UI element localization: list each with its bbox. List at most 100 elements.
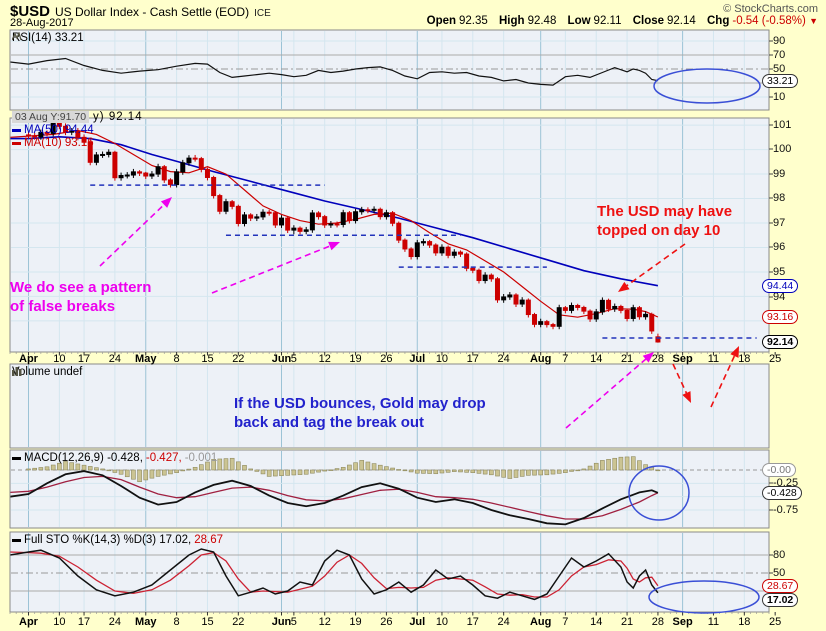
red-dashed-arrow xyxy=(672,363,689,398)
sto-panel-border xyxy=(9,531,770,613)
date-tick-top-aug: Aug xyxy=(529,352,552,365)
header-title-row: $USD US Dollar Index - Cash Settle (EOD) I… xyxy=(10,3,271,21)
date-tick-bottom-26: 26 xyxy=(380,616,393,628)
candle-down xyxy=(636,307,642,318)
macd-line xyxy=(9,470,659,526)
candle-down xyxy=(75,130,81,138)
candle-up xyxy=(291,227,297,231)
candle-down xyxy=(316,212,322,218)
date-tick-top-10: 10 xyxy=(435,352,449,365)
date-tick-bottom-sep: Sep xyxy=(672,616,693,628)
date-tick-bottom-10: 10 xyxy=(53,616,66,628)
candle-up xyxy=(309,212,315,231)
candle-up xyxy=(507,294,513,298)
rsi-indicator-icon xyxy=(12,32,22,41)
open-label: Open xyxy=(426,15,457,27)
candle-up xyxy=(130,171,136,176)
candle-down xyxy=(476,269,482,282)
axis-bubble-28.67: 28.67 xyxy=(762,579,799,593)
axis-label-90: 90 xyxy=(773,35,786,47)
symbol: $USD xyxy=(10,3,51,20)
candle-up xyxy=(186,157,192,164)
date-tick-top-5: 5 xyxy=(290,352,297,365)
candle-up xyxy=(260,211,266,218)
date-tick-bottom-17: 17 xyxy=(466,616,479,628)
candle-down xyxy=(81,136,87,143)
candle-down xyxy=(433,244,439,254)
date-tick-top-22: 22 xyxy=(232,352,245,365)
ma50-legend: MA(50) 94.44 xyxy=(12,124,94,136)
candle-up xyxy=(599,299,605,313)
volume-indicator-icon xyxy=(12,367,22,376)
axis-label--0.75: -0.75 xyxy=(773,504,799,516)
candle-down xyxy=(285,217,291,231)
candle-down xyxy=(204,168,210,178)
open-value: 92.35 xyxy=(459,15,488,27)
candle-down xyxy=(198,158,204,170)
macd-label: MACD(12,26,9) -0.428, xyxy=(24,452,143,464)
date-tick-top-10: 10 xyxy=(53,352,66,365)
drawn-annotations-layer xyxy=(99,68,761,614)
candle-down xyxy=(32,135,38,138)
candle-up xyxy=(93,154,99,163)
candle-up xyxy=(612,305,618,310)
candle-down xyxy=(655,336,661,343)
candle-up xyxy=(38,131,44,138)
candle-down xyxy=(532,314,538,325)
chart-date: 28-Aug-2017 xyxy=(10,17,74,29)
low-value: 92.11 xyxy=(593,15,622,27)
candle-down xyxy=(390,212,396,224)
axis-bubble--0.00: -0.00 xyxy=(762,463,796,477)
candle-down xyxy=(137,171,143,174)
axis-bubble-93.16: 93.16 xyxy=(762,310,799,324)
candle-down xyxy=(63,125,69,133)
volume-label: Volume undef xyxy=(12,366,83,378)
candle-down xyxy=(513,294,519,305)
candle-down xyxy=(192,157,198,160)
candle-down xyxy=(167,179,173,186)
date-tick-bottom-11: 11 xyxy=(707,616,720,628)
ma10-line xyxy=(9,129,659,318)
candle-up xyxy=(451,251,457,256)
magenta-dashed-arrow xyxy=(99,200,168,267)
macd-signal-value: -0.427, xyxy=(145,452,182,464)
date-tick-bottom-24: 24 xyxy=(497,616,510,628)
annotation-usd-topped: The USD may have topped on day 10 xyxy=(597,203,733,239)
candle-down xyxy=(297,227,303,232)
date-tick-top-may: May xyxy=(135,352,157,365)
axis-label-100: 100 xyxy=(773,143,792,155)
magenta-arrowhead xyxy=(642,352,654,363)
annotation-false-breaks: We do see a pattern of false breaks xyxy=(10,279,152,315)
candle-down xyxy=(464,253,470,269)
ma10-label: MA(10) 93.16 xyxy=(24,137,94,149)
date-tick-bottom-15: 15 xyxy=(201,616,214,628)
date-tick-bottom-apr: Apr xyxy=(19,616,38,628)
candle-up xyxy=(353,211,359,222)
axis-label-95: 95 xyxy=(773,266,786,278)
magenta-dashed-arrow xyxy=(565,355,650,429)
candle-up xyxy=(643,313,649,318)
date-tick-top-25: 25 xyxy=(769,352,782,365)
date-tick-top-24: 24 xyxy=(108,352,122,365)
candles-layer xyxy=(26,119,661,343)
date-tick-top-7: 7 xyxy=(562,352,569,365)
highlight-ellipse xyxy=(653,68,761,104)
candle-up xyxy=(414,242,420,258)
macd-histogram xyxy=(26,456,661,483)
candle-up xyxy=(538,321,544,325)
candle-down xyxy=(470,267,476,271)
candle-down xyxy=(575,304,581,308)
date-tick-bottom-19: 19 xyxy=(349,616,362,628)
candle-up xyxy=(420,241,426,244)
rsi-line xyxy=(9,57,659,86)
candle-down xyxy=(408,248,414,258)
volume-panel-bg[interactable] xyxy=(10,364,769,448)
date-tick-bottom-25: 25 xyxy=(769,616,782,628)
date-tick-top-15: 15 xyxy=(201,352,214,365)
candle-up xyxy=(439,246,445,254)
candle-up xyxy=(279,217,285,226)
date-tick-bottom-aug: Aug xyxy=(529,616,552,628)
candle-up xyxy=(241,214,247,224)
high-label: High xyxy=(499,15,525,27)
magenta-arrowhead xyxy=(160,197,172,208)
